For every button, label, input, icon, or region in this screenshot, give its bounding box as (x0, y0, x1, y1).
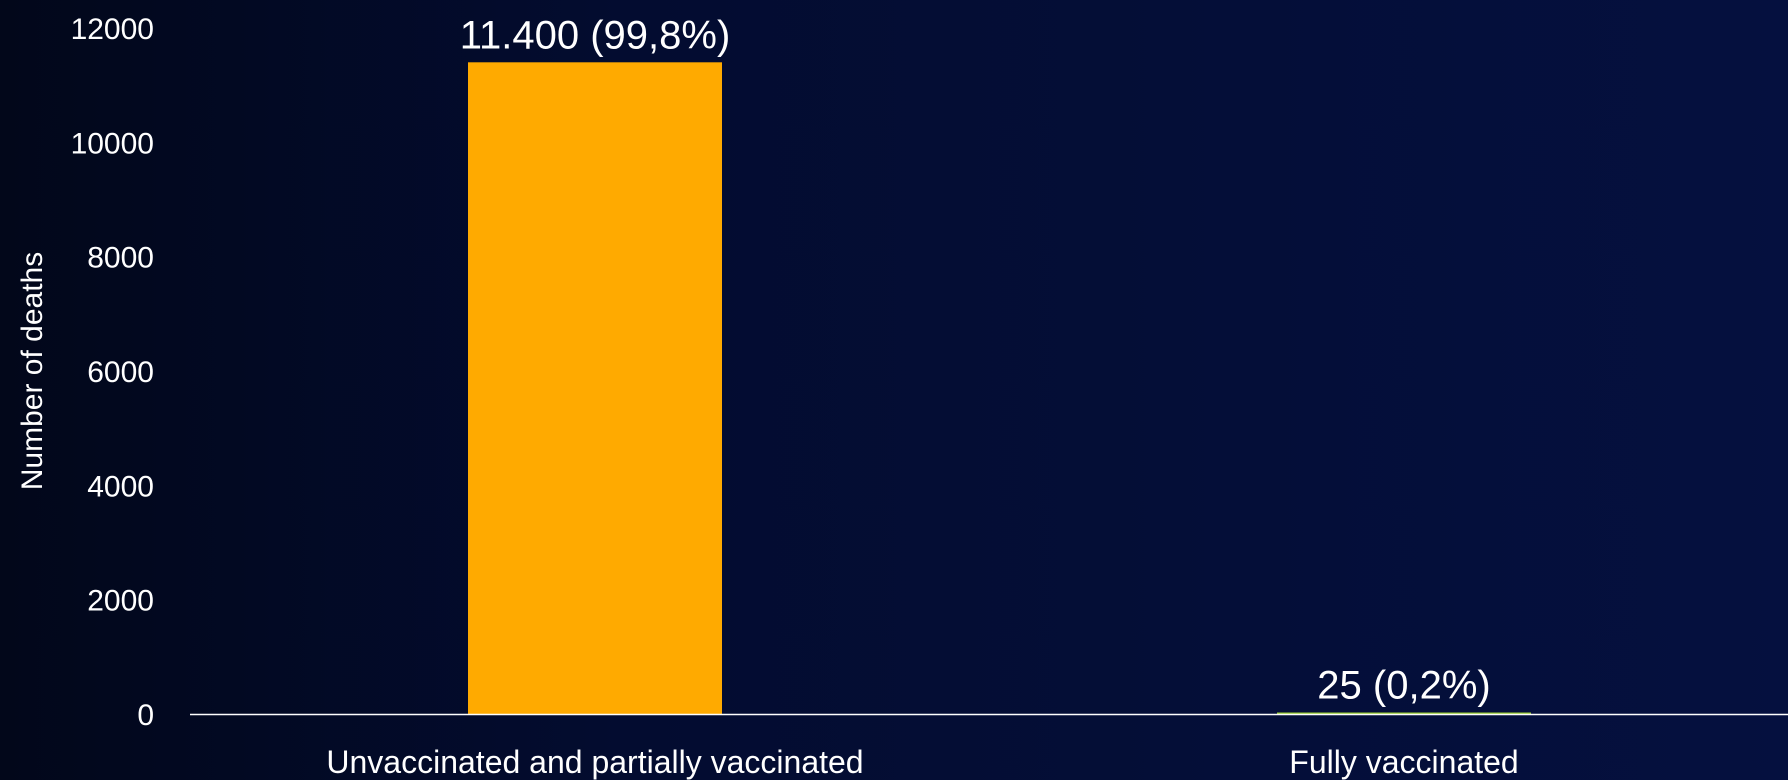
bar (1277, 712, 1531, 714)
data-labels: 11.400 (99,8%) 25 (0,2%) (460, 13, 1491, 707)
y-tick-label: 6000 (87, 356, 154, 389)
x-axis-labels: Unvaccinated and partially vaccinated Ful… (326, 744, 1518, 780)
y-axis-title: Number of deaths (16, 252, 49, 490)
bars (468, 62, 1531, 715)
data-label: 25 (0,2%) (1317, 664, 1490, 708)
y-tick-label: 8000 (87, 242, 154, 275)
data-label: 11.400 (99,8%) (460, 13, 731, 57)
y-tick-label: 12000 (71, 13, 154, 46)
bar (468, 62, 722, 715)
x-tick-label: Unvaccinated and partially vaccinated (326, 744, 863, 780)
x-tick-label: Fully vaccinated (1289, 744, 1518, 780)
y-tick-label: 4000 (87, 470, 154, 503)
y-axis-ticks: 0 2000 4000 6000 8000 10000 12000 (71, 13, 154, 732)
y-tick-label: 0 (137, 699, 154, 732)
y-tick-label: 2000 (87, 585, 154, 618)
y-tick-label: 10000 (71, 127, 154, 160)
